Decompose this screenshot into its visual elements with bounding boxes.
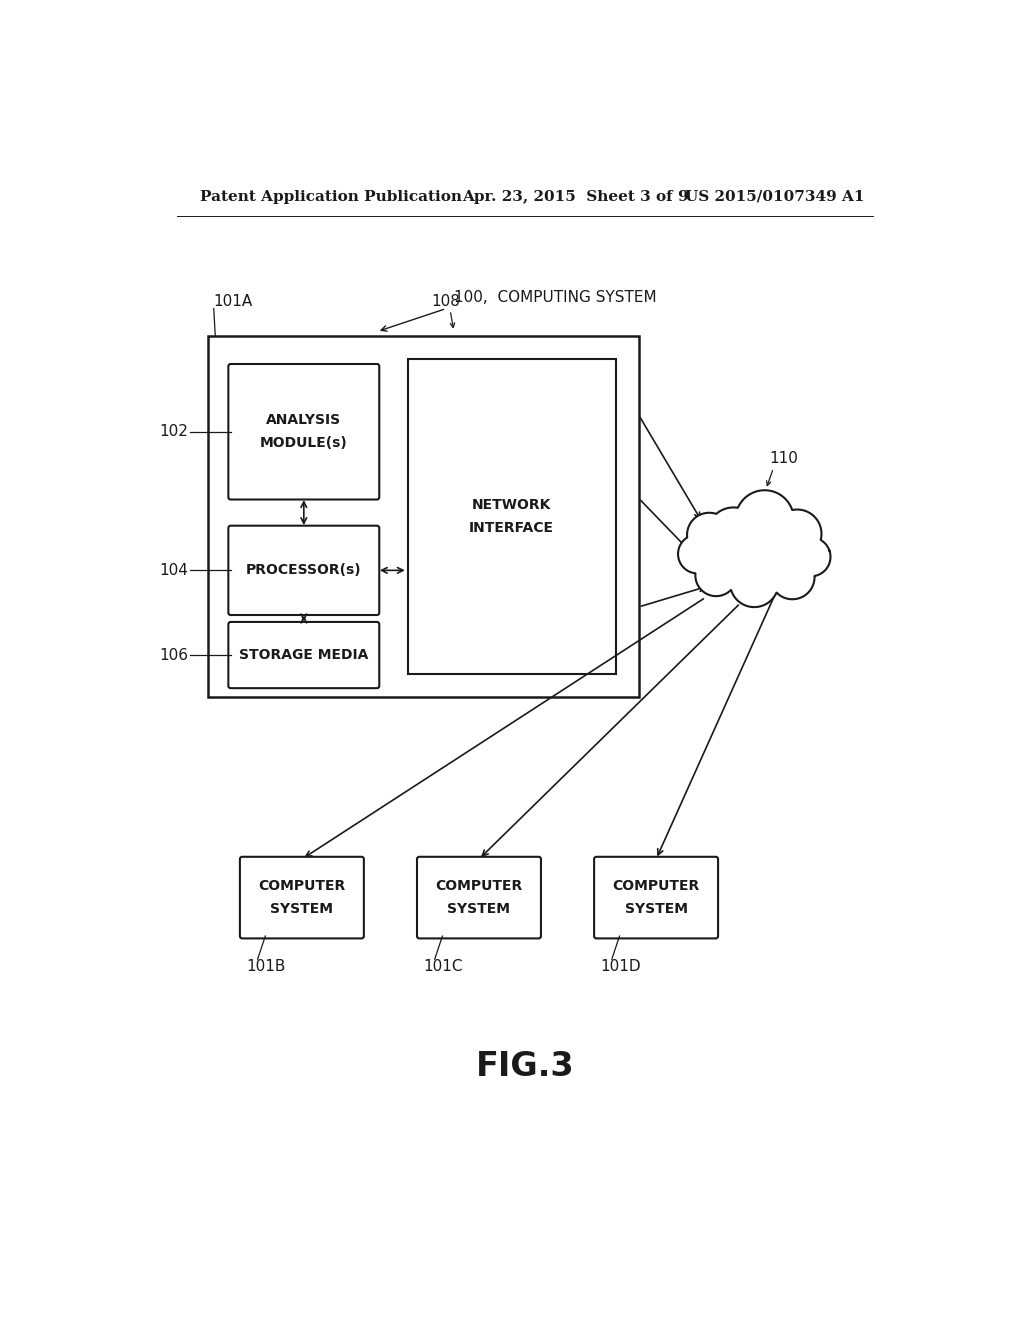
- Circle shape: [770, 554, 814, 599]
- Bar: [408, 359, 615, 675]
- Text: SYSTEM: SYSTEM: [270, 902, 334, 916]
- FancyBboxPatch shape: [228, 364, 379, 499]
- Text: 106: 106: [160, 648, 188, 663]
- Circle shape: [687, 512, 731, 557]
- FancyBboxPatch shape: [594, 857, 718, 939]
- Circle shape: [735, 490, 794, 548]
- Bar: [208, 335, 639, 697]
- FancyBboxPatch shape: [228, 622, 379, 688]
- FancyBboxPatch shape: [240, 857, 364, 939]
- Text: COMPUTER: COMPUTER: [612, 879, 699, 894]
- Text: STORAGE MEDIA: STORAGE MEDIA: [240, 648, 369, 663]
- Text: Patent Application Publication: Patent Application Publication: [200, 190, 462, 203]
- Text: 101B: 101B: [246, 960, 286, 974]
- Text: NETWORK: NETWORK: [472, 498, 551, 512]
- Text: 101C: 101C: [423, 960, 463, 974]
- Text: SYSTEM: SYSTEM: [447, 902, 511, 916]
- Text: PROCESSOR(s): PROCESSOR(s): [246, 564, 361, 577]
- Circle shape: [792, 537, 830, 577]
- FancyBboxPatch shape: [228, 525, 379, 615]
- Text: 101D: 101D: [600, 960, 641, 974]
- Circle shape: [695, 554, 737, 597]
- Text: 110: 110: [770, 451, 799, 466]
- FancyBboxPatch shape: [417, 857, 541, 939]
- Text: 102: 102: [160, 424, 188, 440]
- Ellipse shape: [682, 506, 827, 598]
- Text: MODULE(s): MODULE(s): [260, 437, 348, 450]
- Text: FIG.3: FIG.3: [475, 1051, 574, 1084]
- Text: 108: 108: [431, 293, 460, 309]
- Text: 100,  COMPUTING SYSTEM: 100, COMPUTING SYSTEM: [454, 289, 656, 305]
- Text: SYSTEM: SYSTEM: [625, 902, 687, 916]
- Text: COMPUTER: COMPUTER: [435, 879, 522, 894]
- Circle shape: [708, 507, 760, 560]
- Circle shape: [678, 535, 717, 573]
- Circle shape: [730, 558, 778, 607]
- Text: Apr. 23, 2015  Sheet 3 of 9: Apr. 23, 2015 Sheet 3 of 9: [462, 190, 688, 203]
- Text: 101A: 101A: [214, 293, 253, 309]
- Text: INTERFACE: INTERFACE: [469, 521, 554, 535]
- Text: US 2015/0107349 A1: US 2015/0107349 A1: [685, 190, 864, 203]
- Text: COMPUTER: COMPUTER: [258, 879, 345, 894]
- Circle shape: [773, 510, 821, 558]
- Text: ANALYSIS: ANALYSIS: [266, 413, 341, 428]
- Text: 104: 104: [160, 562, 188, 578]
